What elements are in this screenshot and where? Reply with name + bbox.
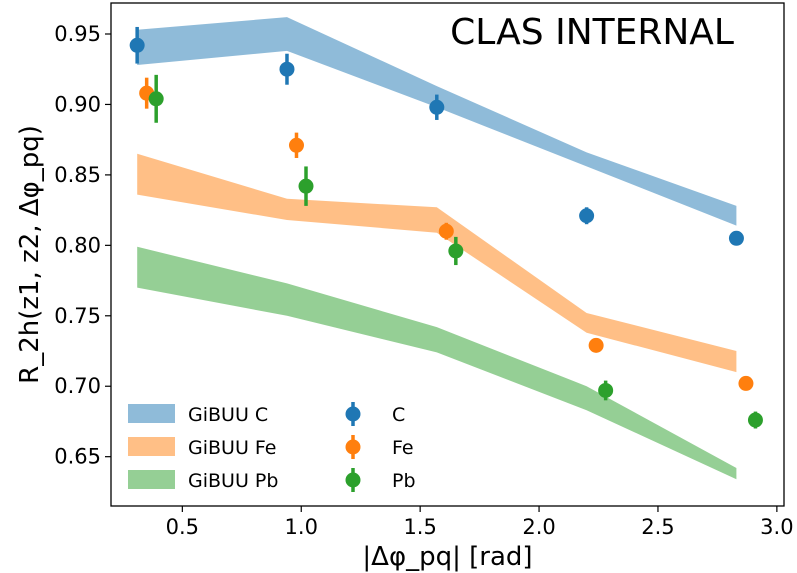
y-tick-label: 0.70 (54, 374, 101, 398)
data-point-1-1 (288, 137, 304, 153)
x-tick-label: 3.0 (760, 515, 793, 539)
data-point-0-0 (129, 37, 145, 53)
y-tick-label: 0.85 (54, 163, 101, 187)
data-point-0-2 (429, 99, 445, 115)
plot-frame (110, 2, 785, 507)
data-point-0-4 (728, 230, 744, 246)
data-point-2-4 (747, 412, 763, 428)
band-2 (137, 246, 737, 480)
y-tick-label: 0.90 (54, 92, 101, 116)
legend-marker-1 (345, 439, 361, 455)
band-1 (137, 153, 737, 373)
model-bands (137, 17, 737, 480)
y-tick-label: 0.75 (54, 304, 101, 328)
data-point-2-2 (448, 243, 464, 259)
legend-marker-0 (345, 406, 361, 422)
data-point-0-1 (279, 61, 295, 77)
legend-label: GiBUU Pb (188, 470, 278, 492)
y-tick-label: 0.95 (54, 22, 101, 46)
data-point-0-3 (579, 208, 595, 224)
x-tick-label: 1.5 (403, 515, 436, 539)
x-tick-label: 2.0 (522, 515, 555, 539)
legend-label: GiBUU Fe (188, 437, 276, 459)
y-axis-label: R_2h(z1, z2, Δφ_pq) (15, 125, 45, 384)
legend-marker-2 (345, 472, 361, 488)
data-point-2-0 (148, 91, 164, 107)
data-point-2-3 (598, 382, 614, 398)
legend: GiBUU C GiBUU Fe GiBUU Pb C Fe Pb (128, 402, 416, 492)
legend-swatch-2 (128, 470, 175, 489)
data-point-1-2 (438, 223, 454, 239)
legend-label: Pb (392, 470, 416, 492)
data-point-1-3 (588, 337, 604, 353)
x-tick-label: 1.0 (285, 515, 318, 539)
y-tick-label: 0.65 (54, 445, 101, 469)
x-tick-label: 2.5 (641, 515, 674, 539)
data-points (129, 26, 763, 429)
legend-label: C (392, 404, 405, 426)
x-axis-label: |Δφ_pq| [rad] (362, 542, 532, 572)
chart-annotation: CLAS INTERNAL (450, 12, 734, 53)
x-tick-label: 0.5 (166, 515, 199, 539)
y-axis-ticks: 0.65 0.70 0.75 0.80 0.85 0.90 0.95 (54, 22, 111, 469)
legend-swatch-1 (128, 437, 175, 456)
y-tick-label: 0.80 (54, 233, 101, 257)
data-point-1-4 (738, 375, 754, 391)
band-0 (137, 17, 737, 226)
x-axis-ticks: 0.5 1.0 1.5 2.0 2.5 3.0 (166, 506, 794, 539)
legend-label: GiBUU C (188, 404, 268, 426)
legend-swatch-0 (128, 404, 175, 423)
legend-label: Fe (392, 437, 414, 459)
data-point-2-1 (298, 178, 314, 194)
